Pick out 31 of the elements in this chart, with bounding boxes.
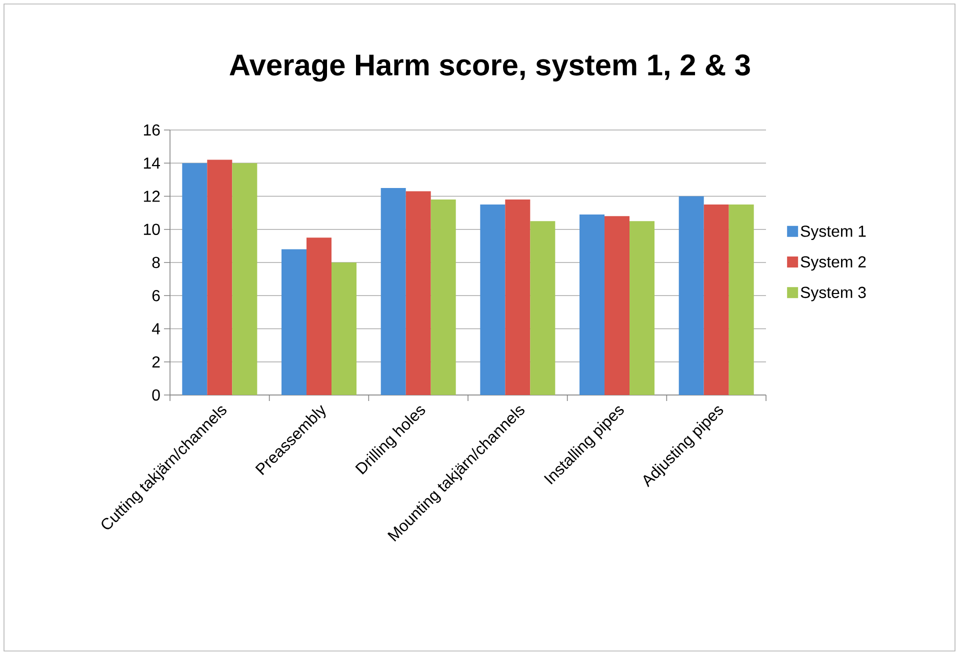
bar	[232, 163, 258, 395]
bar	[630, 221, 655, 395]
y-tick-label: 2	[152, 356, 160, 368]
bar	[704, 204, 729, 395]
bar	[480, 204, 506, 395]
bar	[207, 160, 232, 395]
bar	[182, 163, 208, 395]
y-tick-label: 6	[152, 290, 160, 302]
legend-label: System 2	[800, 256, 866, 271]
y-tick-label: 14	[144, 158, 160, 169]
bar	[406, 191, 431, 395]
y-tick-label: 4	[152, 323, 160, 334]
bar	[380, 188, 406, 395]
bar	[430, 200, 456, 395]
bar	[282, 249, 307, 395]
y-tick-label: 0	[152, 389, 160, 401]
chart-title: Average Harm score, system 1, 2 & 3	[230, 54, 750, 82]
y-tick-label: 8	[152, 256, 160, 268]
y-tick-label: 10	[144, 224, 160, 236]
y-tick-label: 12	[144, 190, 160, 202]
bar	[580, 214, 605, 395]
bar	[332, 262, 357, 395]
bar	[530, 221, 556, 395]
legend-label: System 1	[800, 226, 866, 240]
bar	[678, 196, 704, 395]
bar	[306, 238, 332, 395]
bar	[728, 204, 754, 395]
legend-label: System 3	[800, 286, 866, 302]
bar	[604, 216, 630, 395]
bar	[505, 200, 530, 395]
y-tick-label: 16	[144, 124, 160, 136]
